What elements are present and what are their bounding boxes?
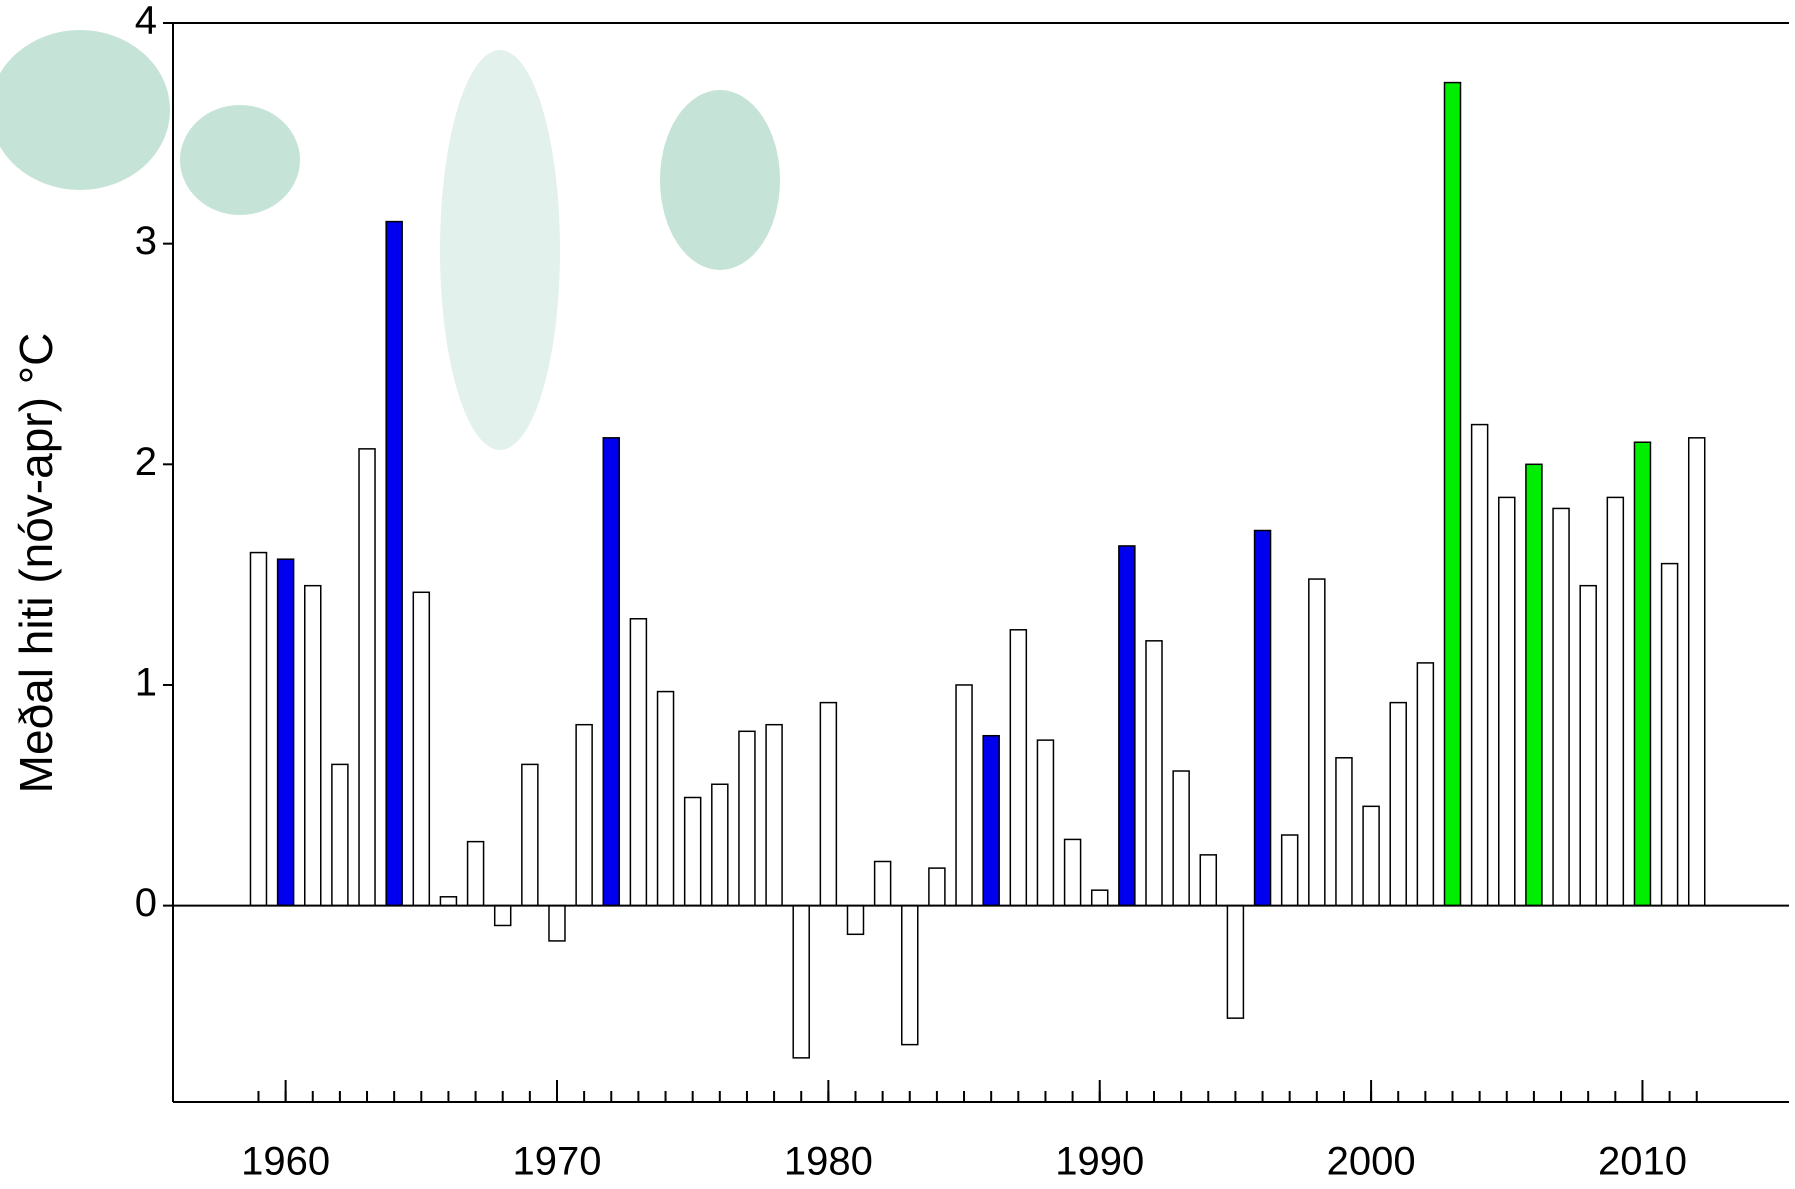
bar [385, 220, 403, 907]
bar [1199, 854, 1218, 907]
y-tick-label: 1 [135, 661, 157, 705]
x-tick-label: 1960 [241, 1140, 330, 1184]
bar [1470, 423, 1489, 907]
bar [276, 558, 295, 907]
bar [575, 723, 593, 907]
bar [1145, 640, 1163, 907]
bar [711, 783, 729, 907]
bar [738, 730, 756, 907]
bar [249, 551, 268, 907]
bar [1660, 562, 1679, 907]
y-tick-label: 0 [135, 881, 157, 925]
bar [1335, 757, 1353, 907]
bar [1063, 838, 1082, 907]
bar [493, 904, 512, 927]
y-axis-label: Meðal hiti (nóv-apr) °C [10, 333, 62, 794]
bar [629, 618, 648, 907]
x-tick-label: 2010 [1598, 1140, 1687, 1184]
x-tick-label: 2000 [1327, 1140, 1416, 1184]
bar [1416, 662, 1435, 907]
bar [765, 723, 783, 907]
background-leaves [0, 30, 780, 450]
bar [1090, 889, 1109, 907]
bar [1172, 770, 1190, 907]
bar [1118, 545, 1136, 907]
bar [1253, 529, 1272, 907]
bar [331, 763, 349, 907]
y-tick-label: 3 [135, 219, 157, 263]
bar [412, 591, 431, 907]
bar [1009, 629, 1028, 907]
bar [1633, 441, 1652, 907]
bar [1443, 81, 1462, 907]
bar [1389, 701, 1407, 907]
bar [656, 690, 675, 907]
bar [358, 448, 376, 907]
bar [1687, 437, 1706, 907]
bar [928, 867, 946, 907]
bar [1579, 584, 1597, 907]
y-tick-label: 4 [135, 0, 157, 43]
bar [439, 896, 458, 907]
bar [982, 734, 1000, 907]
x-tick-label: 1970 [512, 1140, 601, 1184]
bar [466, 840, 485, 907]
bar [792, 904, 810, 1059]
bar [955, 684, 973, 907]
bar [1280, 834, 1299, 907]
bar [1606, 496, 1625, 907]
bar [873, 860, 892, 907]
bar [1498, 496, 1516, 907]
bar [304, 584, 322, 907]
y-tick-label: 2 [135, 440, 157, 484]
bar [1362, 805, 1380, 907]
bar [1308, 578, 1326, 907]
bar [548, 904, 566, 942]
x-tick-label: 1990 [1055, 1140, 1144, 1184]
bar [683, 796, 702, 907]
bar [901, 904, 919, 1046]
bar [846, 904, 865, 936]
x-tick-label: 1980 [784, 1140, 873, 1184]
bar [602, 437, 621, 907]
bar [1036, 739, 1055, 907]
bar [1525, 463, 1543, 907]
bar [521, 763, 539, 907]
bar [1552, 507, 1570, 907]
bar [819, 701, 838, 907]
bar [1226, 904, 1245, 1019]
